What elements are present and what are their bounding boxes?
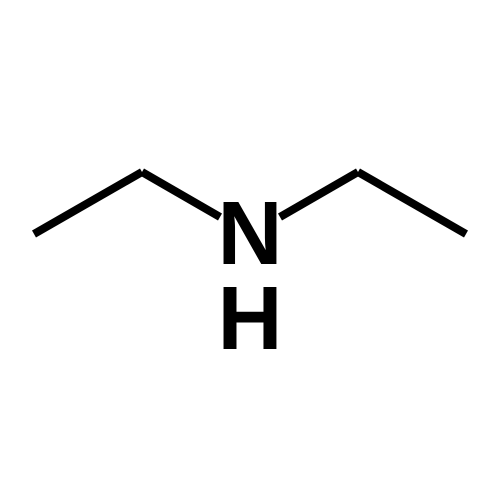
- atom-labels-group: N H: [218, 184, 283, 369]
- bond-c2-n: [142, 172, 220, 217]
- bond-n-c3: [280, 172, 358, 217]
- bond-c3-c4: [358, 172, 466, 234]
- bond-c1-c2: [34, 172, 142, 234]
- hydrogen-label: H: [218, 269, 283, 369]
- molecule-diagram: N H: [0, 0, 500, 500]
